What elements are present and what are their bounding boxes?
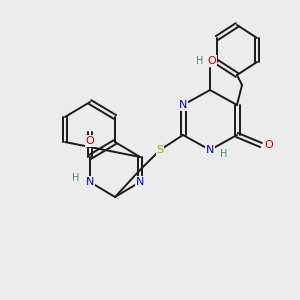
Text: O: O	[265, 140, 273, 150]
Text: N: N	[179, 100, 187, 110]
Text: O: O	[85, 136, 94, 146]
Text: H: H	[220, 149, 228, 159]
Text: N: N	[206, 145, 214, 155]
Text: S: S	[156, 145, 164, 155]
Text: N: N	[86, 177, 94, 187]
Text: H: H	[196, 56, 204, 66]
Text: O: O	[208, 56, 216, 66]
Text: H: H	[72, 173, 80, 183]
Text: N: N	[136, 177, 144, 187]
